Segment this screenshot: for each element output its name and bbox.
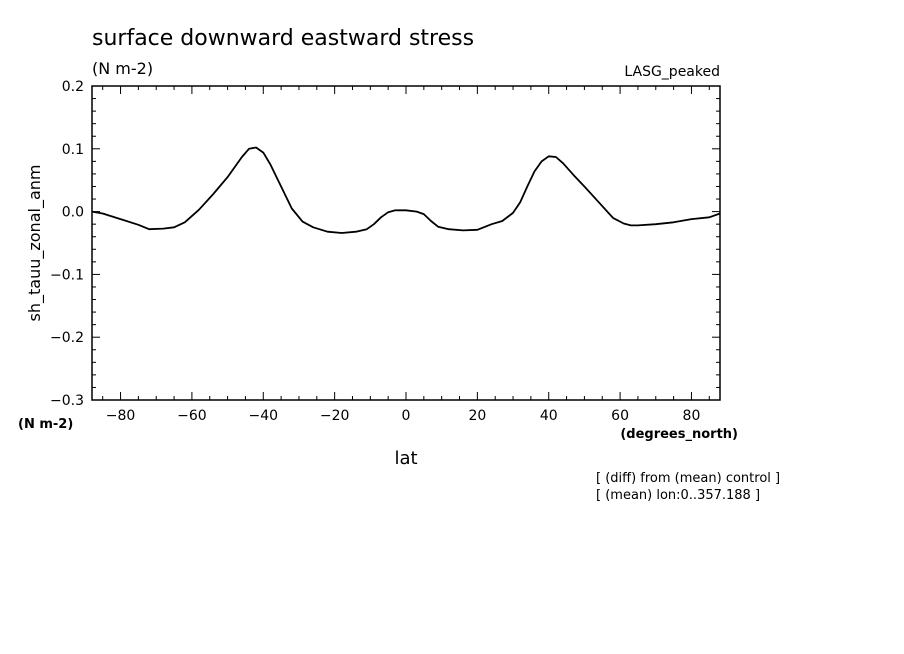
x-tick-label: 60 — [611, 408, 629, 424]
plot-frame — [91, 85, 721, 401]
x-tick-label: −40 — [248, 408, 278, 424]
x-tick-label: −80 — [106, 408, 136, 424]
x-axis-units: (degrees_north) — [620, 427, 738, 442]
y-tick-label: −0.1 — [50, 267, 84, 283]
x-axis-label: lat — [394, 448, 417, 469]
y-axis-units: (N m-2) — [18, 417, 73, 432]
y-tick-label: −0.3 — [50, 393, 84, 409]
x-tick-label: −20 — [320, 408, 350, 424]
chart-title: surface downward eastward stress — [92, 26, 474, 51]
series-line — [91, 146, 721, 234]
chart-subtitle: (N m-2) — [92, 59, 153, 78]
x-tick-label: 20 — [468, 408, 486, 424]
y-tick-label: −0.2 — [50, 330, 84, 346]
x-tick-label: 0 — [402, 408, 411, 424]
footnote-mean: [ (mean) lon:0..357.188 ] — [596, 488, 760, 503]
axis-tick-labels: −80 −60 −40 −20 0 20 40 60 80 −0.3 −0.2 −0.1 0.0 0.1 0… — [50, 79, 700, 424]
x-tick-label: 40 — [540, 408, 558, 424]
y-tick-label: 0.1 — [62, 142, 84, 158]
axis-ticks — [92, 85, 720, 401]
y-axis-label: sh_tauu_zonal_anm — [25, 165, 45, 322]
footnote-diff: [ (diff) from (mean) control ] — [596, 471, 780, 486]
x-tick-label: 80 — [683, 408, 701, 424]
y-tick-label: 0.2 — [62, 79, 84, 95]
dataset-label: LASG_peaked — [624, 64, 720, 80]
series-layer — [91, 146, 721, 234]
x-tick-label: −60 — [177, 408, 207, 424]
y-tick-label: 0.0 — [62, 205, 84, 221]
